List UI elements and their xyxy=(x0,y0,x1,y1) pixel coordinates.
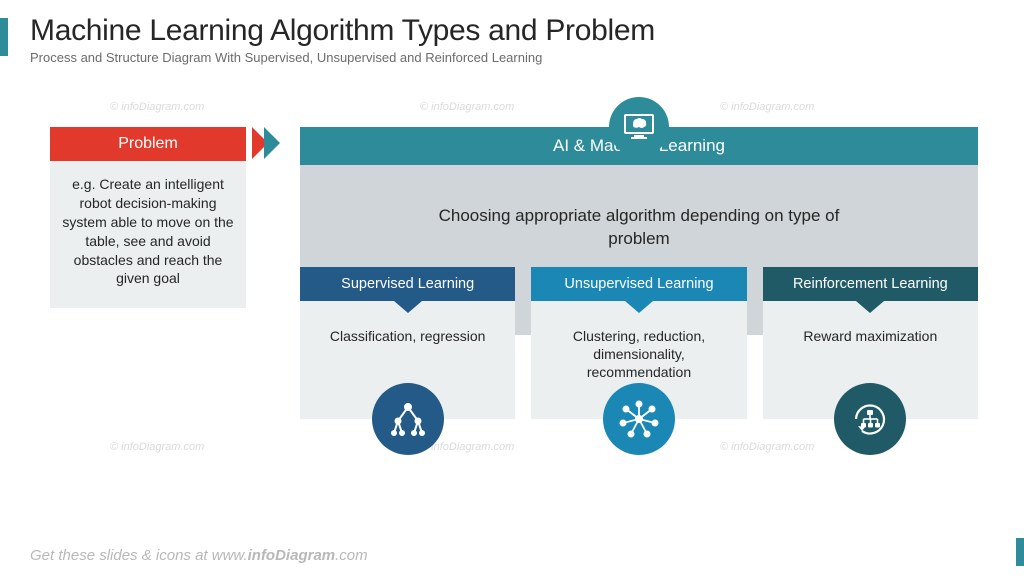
card-unsupervised: Unsupervised Learning Clustering, reduct… xyxy=(531,267,746,419)
card-header-label: Reinforcement Learning xyxy=(793,276,948,292)
category-cards: Supervised Learning Classification, regr… xyxy=(300,267,978,419)
ai-body-text: Choosing appropriate algorithm depending… xyxy=(429,205,849,251)
problem-box: Problem e.g. Create an intelligent robot… xyxy=(50,127,246,308)
pointer-down-icon xyxy=(394,301,422,313)
card-header-label: Unsupervised Learning xyxy=(564,276,713,292)
watermark: © infoDiagram.com xyxy=(720,441,814,453)
problem-body: e.g. Create an intelligent robot decisio… xyxy=(50,161,246,308)
footer-note: Get these slides & icons at www.infoDiag… xyxy=(30,547,368,564)
accent-bar-left xyxy=(0,18,8,56)
pointer-down-icon xyxy=(856,301,884,313)
page-title: Machine Learning Algorithm Types and Pro… xyxy=(30,14,994,48)
pointer-down-icon xyxy=(625,301,653,313)
watermark: © infoDiagram.com xyxy=(720,101,814,113)
card-header: Unsupervised Learning xyxy=(531,267,746,301)
header: Machine Learning Algorithm Types and Pro… xyxy=(0,0,1024,71)
footer-bold: infoDiagram xyxy=(248,547,336,564)
problem-header: Problem xyxy=(50,127,246,161)
card-header: Supervised Learning xyxy=(300,267,515,301)
tree-icon xyxy=(372,383,444,455)
arrow-chevrons xyxy=(252,127,276,159)
chevron-icon xyxy=(264,127,280,159)
loop-hierarchy-icon xyxy=(834,383,906,455)
card-supervised: Supervised Learning Classification, regr… xyxy=(300,267,515,419)
card-header-label: Supervised Learning xyxy=(341,276,474,292)
footer-prefix: Get these slides & icons at www. xyxy=(30,547,248,564)
network-icon xyxy=(603,383,675,455)
card-reinforcement: Reinforcement Learning Reward maximizati… xyxy=(763,267,978,419)
watermark: © infoDiagram.com xyxy=(110,441,204,453)
watermark: © infoDiagram.com xyxy=(420,101,514,113)
page-subtitle: Process and Structure Diagram With Super… xyxy=(30,50,994,65)
footer-suffix: .com xyxy=(335,547,368,564)
accent-bar-right xyxy=(1016,538,1024,566)
diagram-canvas: © infoDiagram.com © infoDiagram.com © in… xyxy=(0,71,1024,511)
card-header: Reinforcement Learning xyxy=(763,267,978,301)
brain-monitor-icon xyxy=(609,97,669,157)
watermark: © infoDiagram.com xyxy=(110,101,204,113)
